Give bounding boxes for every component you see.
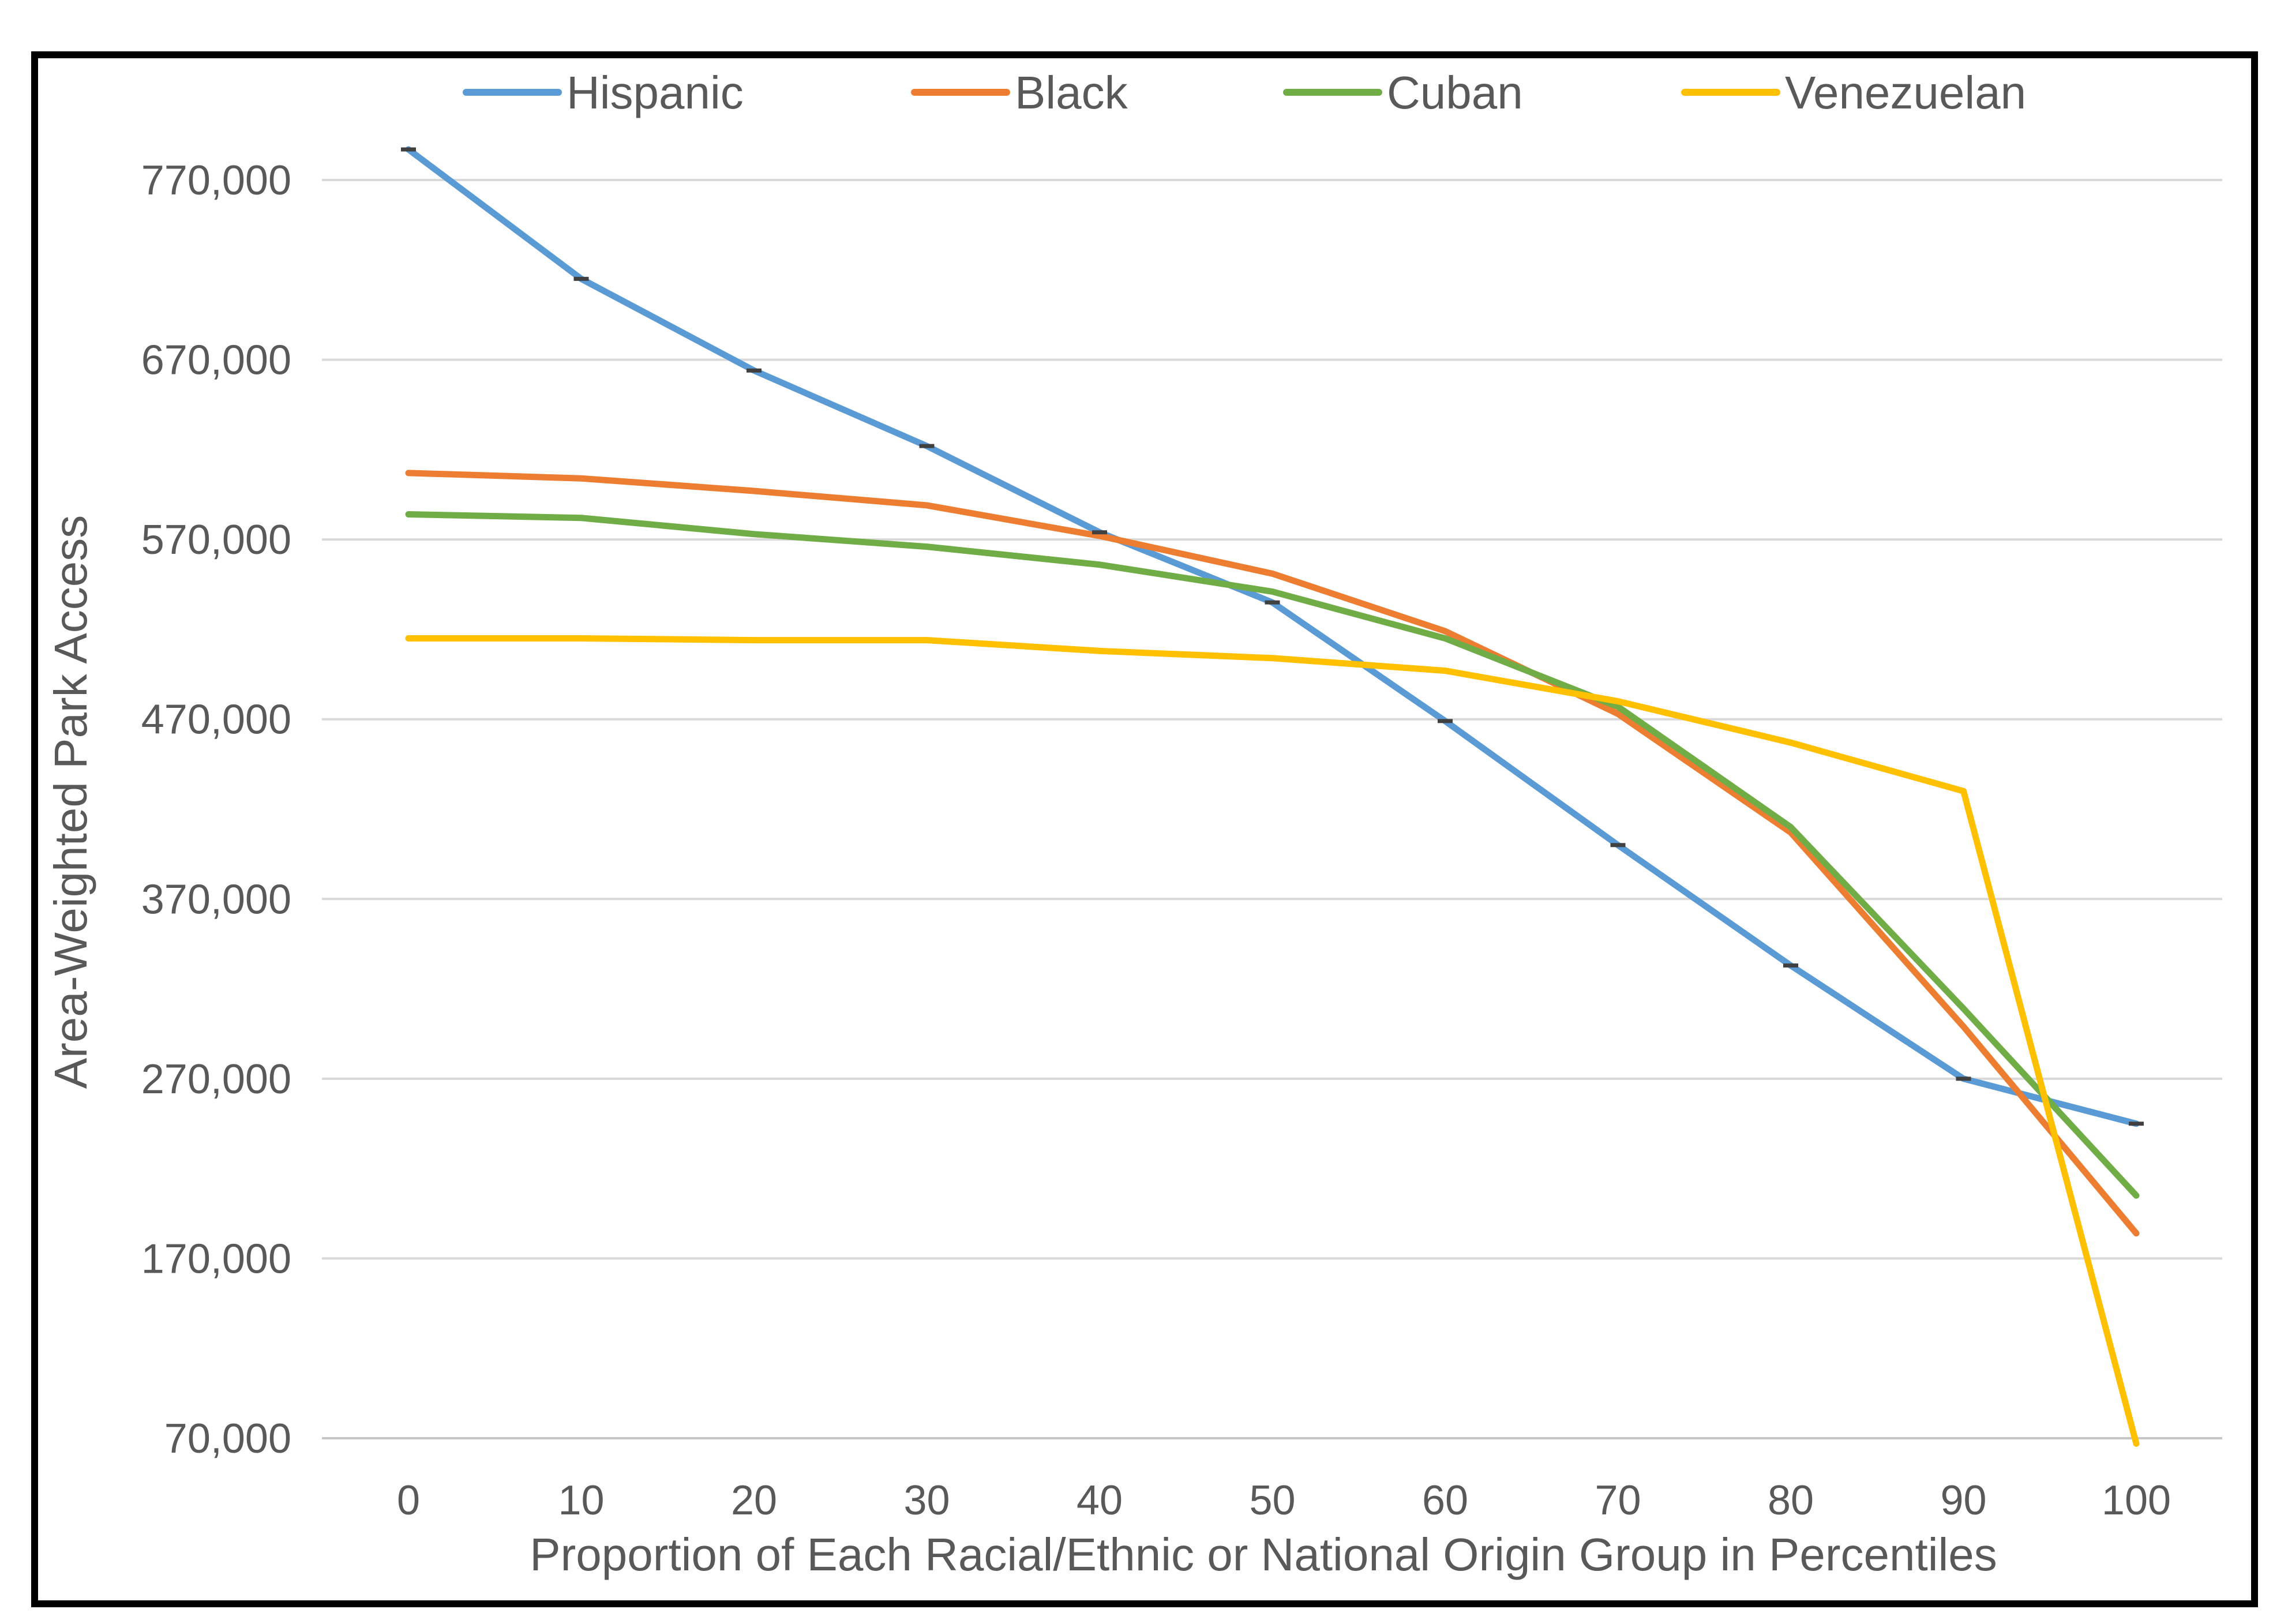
- x-tick-label-20: 20: [731, 1477, 777, 1524]
- legend-item-black: Black: [911, 67, 1128, 118]
- marker-hispanic-70: [1610, 843, 1626, 847]
- y-tick-label-670000: 670,000: [141, 337, 291, 384]
- y-tick-label-470000: 470,000: [141, 697, 291, 743]
- legend: Hispanic Black Cuban Venezuelan: [463, 67, 2026, 118]
- x-axis-title: Proportion of Each Racial/Ethnic or Nati…: [530, 1529, 1997, 1580]
- x-tick-label-0: 0: [397, 1477, 420, 1524]
- series-markers: [401, 147, 2144, 1126]
- legend-label-venezuelan: Venezuelan: [1785, 67, 2026, 118]
- legend-label-hispanic: Hispanic: [567, 67, 744, 118]
- x-tick-label-40: 40: [1077, 1477, 1123, 1524]
- y-tick-label-370000: 370,000: [141, 876, 291, 922]
- x-tick-label-10: 10: [558, 1477, 604, 1524]
- series-line-cuban: [405, 511, 2140, 1199]
- x-tick-label-50: 50: [1249, 1477, 1295, 1524]
- marker-hispanic-90: [1956, 1077, 1971, 1081]
- marker-hispanic-80: [1783, 963, 1798, 968]
- legend-label-cuban: Cuban: [1387, 67, 1523, 118]
- x-tick-label-90: 90: [1940, 1477, 1986, 1524]
- x-tick-label-70: 70: [1595, 1477, 1641, 1524]
- x-tick-label-30: 30: [903, 1477, 950, 1524]
- series-line-venezuelan: [405, 635, 2140, 1447]
- marker-hispanic-100: [2129, 1122, 2144, 1126]
- y-axis-tick-labels: 70,000 170,000 270,000 370,000 470,000 570,00…: [141, 157, 291, 1462]
- legend-item-venezuelan: Venezuelan: [1681, 67, 2026, 118]
- y-axis-title: Area-Weighted Park Access: [45, 515, 96, 1089]
- legend-item-cuban: Cuban: [1283, 67, 1523, 118]
- marker-hispanic-20: [747, 368, 762, 373]
- x-tick-label-80: 80: [1768, 1477, 1814, 1524]
- marker-hispanic-40: [1092, 530, 1107, 535]
- marker-hispanic-10: [573, 276, 589, 281]
- y-tick-label-570000: 570,000: [141, 517, 291, 563]
- marker-hispanic-60: [1438, 719, 1453, 723]
- y-tick-label-270000: 270,000: [141, 1056, 291, 1102]
- series-line-black: [405, 470, 2140, 1237]
- legend-label-black: Black: [1015, 67, 1128, 118]
- marker-hispanic-30: [919, 444, 935, 448]
- x-tick-label-100: 100: [2102, 1477, 2171, 1524]
- plot-area: [405, 146, 2140, 1447]
- legend-item-hispanic: Hispanic: [463, 67, 744, 118]
- x-axis-tick-labels: 0 10 20 30 40 50 60 70 80 90 100: [397, 1477, 2171, 1524]
- y-tick-label-70000: 70,000: [164, 1416, 291, 1462]
- marker-hispanic-0: [401, 147, 416, 152]
- x-tick-label-60: 60: [1422, 1477, 1468, 1524]
- gridlines: [322, 179, 2222, 1439]
- marker-hispanic-50: [1265, 600, 1280, 605]
- y-tick-label-170000: 170,000: [141, 1236, 291, 1282]
- y-tick-label-770000: 770,000: [141, 157, 291, 204]
- chart-frame: [31, 51, 2258, 1607]
